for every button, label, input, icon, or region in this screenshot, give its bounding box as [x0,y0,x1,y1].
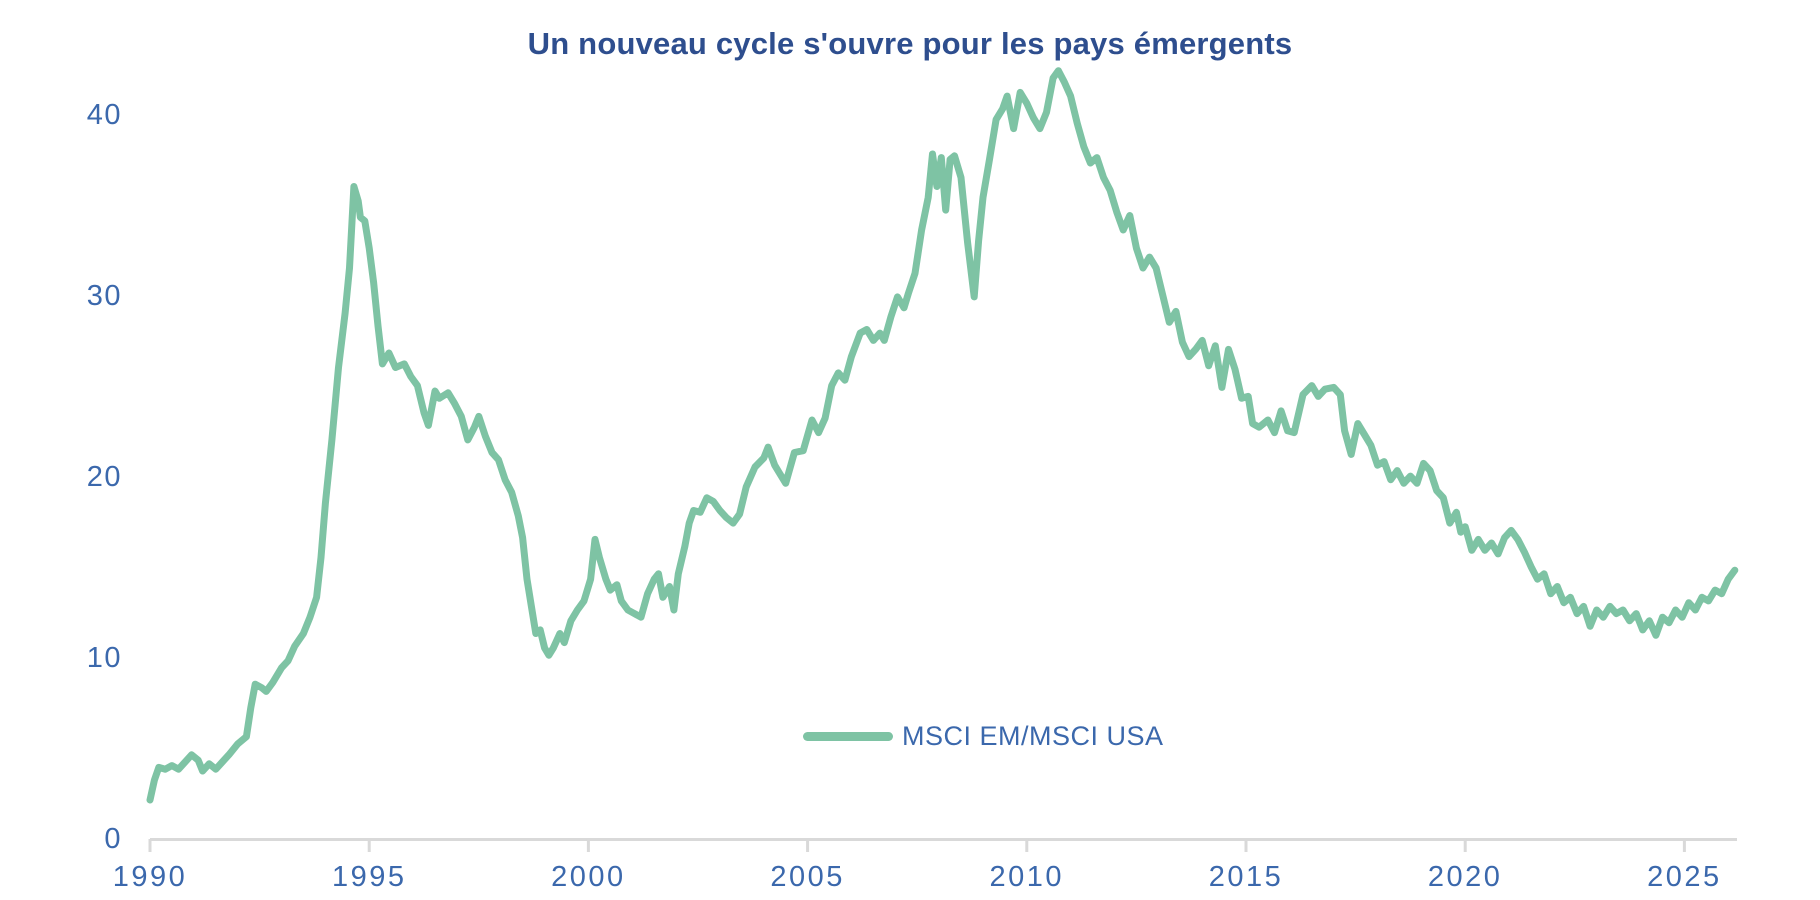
x-axis-label: 2005 [770,861,845,893]
x-axis-label: 2025 [1647,861,1722,893]
legend: MSCI EM/MSCI USA [803,721,1164,752]
y-axis-label: 10 [87,642,122,674]
y-axis-label: 40 [87,99,122,131]
legend-label: MSCI EM/MSCI USA [902,721,1164,751]
series-line-msci-em-msci-usa [146,67,1739,804]
x-axis-label: 1990 [113,861,188,893]
x-axis-label: 2020 [1428,861,1503,893]
x-axis-label: 2010 [990,861,1065,893]
y-axis-label: 0 [104,823,122,855]
chart-title: Un nouveau cycle s'ouvre pour les pays é… [527,26,1293,61]
legend-line-swatch-icon [803,732,893,741]
y-axis-label: 20 [87,461,122,493]
x-axis-label: 2015 [1209,861,1284,893]
x-axis-label: 2000 [551,861,626,893]
y-axis-label: 30 [87,280,122,312]
x-axis-label: 1995 [332,861,407,893]
